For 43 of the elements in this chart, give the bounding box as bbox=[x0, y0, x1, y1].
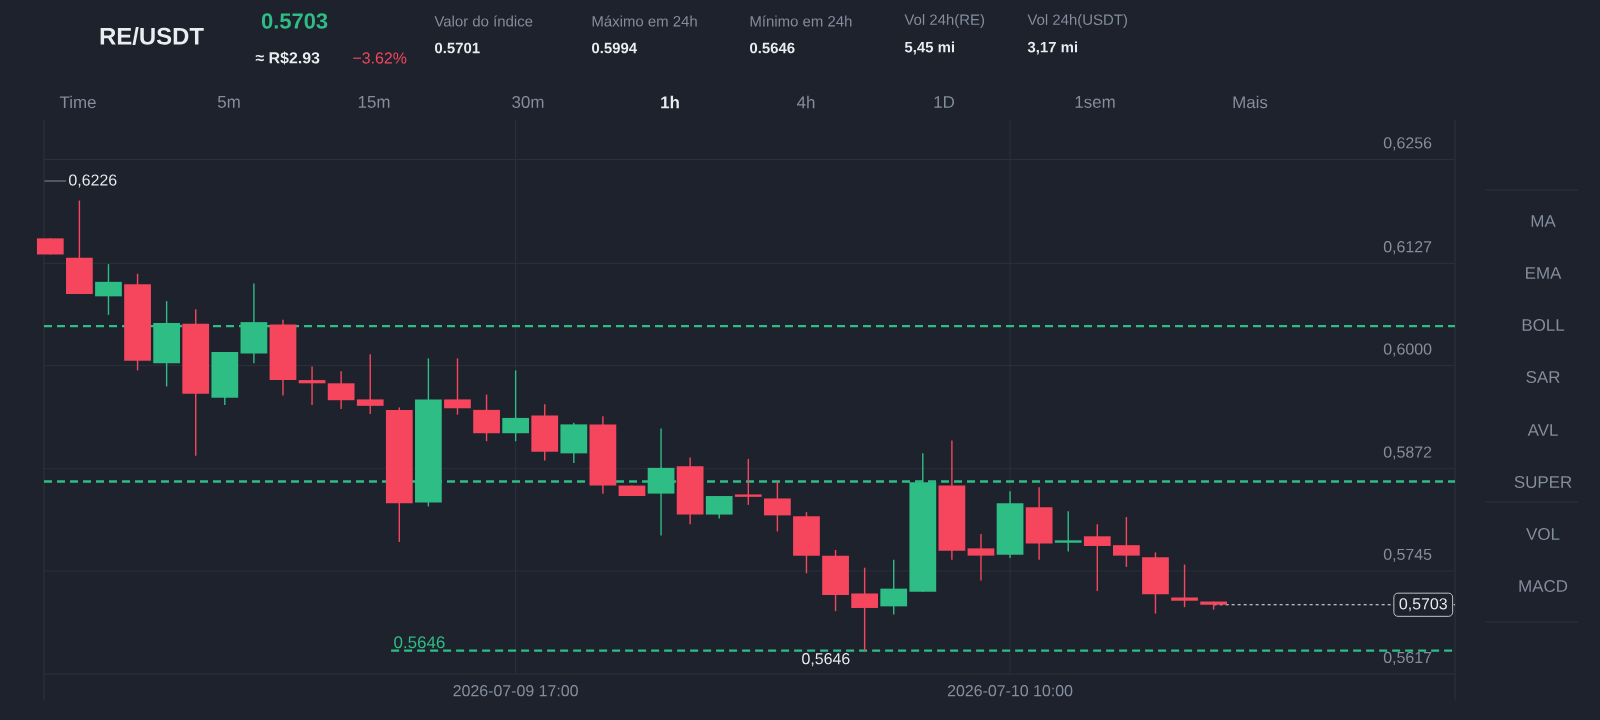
text: Mínimo em 24h bbox=[750, 15, 852, 27]
text: MACD bbox=[1519, 580, 1568, 592]
y-tick-label: 0,6000 bbox=[1383, 343, 1432, 357]
text: Vol 24h(RE) bbox=[904, 14, 985, 28]
text: 15m bbox=[358, 96, 390, 108]
text: BOLL bbox=[1522, 319, 1565, 331]
text: EMA bbox=[1526, 267, 1562, 279]
text: 5m bbox=[217, 96, 240, 108]
text: Time bbox=[59, 95, 96, 109]
y-tick-label: 0,5872 bbox=[1383, 446, 1432, 460]
x-tick-label: 2026-07-10 10:00 bbox=[947, 685, 1073, 697]
text: 30m bbox=[512, 96, 544, 108]
text: ≈ R$2.93 bbox=[255, 51, 320, 65]
ref-line-label: 0,5703 bbox=[1399, 598, 1447, 612]
y-tick-label: 0,6256 bbox=[1383, 137, 1432, 151]
text: 1h bbox=[661, 95, 679, 109]
text: SAR bbox=[1526, 371, 1560, 383]
text: −3.62% bbox=[353, 52, 407, 64]
text: 5,45 mi bbox=[904, 41, 955, 55]
annotation: 0,5646 bbox=[802, 653, 850, 667]
text: Valor do índice bbox=[434, 15, 533, 27]
y-tick-label: 0,5745 bbox=[1383, 548, 1432, 562]
text: 0.5994 bbox=[592, 42, 638, 54]
ref-line-label: 0.5646 bbox=[394, 636, 445, 649]
y-tick-label: 0,6127 bbox=[1383, 241, 1432, 255]
text: VOL bbox=[1526, 528, 1560, 540]
text: MA bbox=[1531, 215, 1556, 227]
text: SUPER bbox=[1514, 476, 1572, 488]
text: Mais bbox=[1233, 95, 1268, 109]
text: Máximo em 24h bbox=[592, 15, 697, 27]
x-tick-label: 2026-07-09 17:00 bbox=[453, 685, 578, 697]
text: 1D bbox=[934, 96, 955, 108]
text: 0.5701 bbox=[435, 42, 480, 54]
text: 3,17 mi bbox=[1027, 41, 1078, 55]
text: Vol 24h(USDT) bbox=[1027, 14, 1127, 28]
text: 4h bbox=[796, 95, 815, 109]
annotation: 0,6226 bbox=[69, 174, 117, 188]
chart-subtitle: 0.5703 bbox=[261, 13, 328, 29]
chart-title: RE/USDT bbox=[100, 27, 204, 45]
y-tick-label: 0,5617 bbox=[1383, 651, 1432, 665]
text: 0.5646 bbox=[750, 42, 795, 54]
text: AVL bbox=[1527, 424, 1558, 436]
text: 1sem bbox=[1075, 96, 1115, 108]
